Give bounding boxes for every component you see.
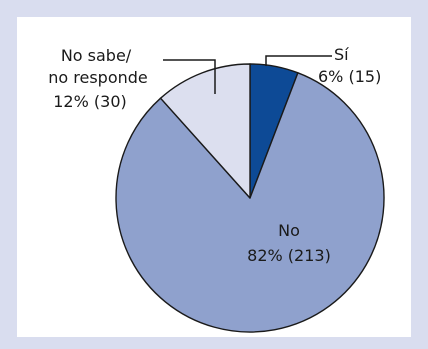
pie-slices xyxy=(115,63,385,333)
slice-label-no: No xyxy=(278,221,300,240)
leader-line-no-sabe xyxy=(163,59,216,94)
slice-label-no-sabe-line2: no responde xyxy=(48,68,148,87)
pie-slice-no xyxy=(115,72,385,333)
slice-value-no-sabe: 12% (30) xyxy=(53,92,127,111)
leader-line-si xyxy=(265,55,332,66)
slice-value-si: 6% (15) xyxy=(318,67,381,86)
slice-label-si: Sí xyxy=(334,45,349,64)
pie-slice-no-sabe xyxy=(159,63,251,199)
slice-label-no-sabe-line1: No sabe/ xyxy=(61,46,132,65)
slice-value-no: 82% (213) xyxy=(247,246,331,265)
